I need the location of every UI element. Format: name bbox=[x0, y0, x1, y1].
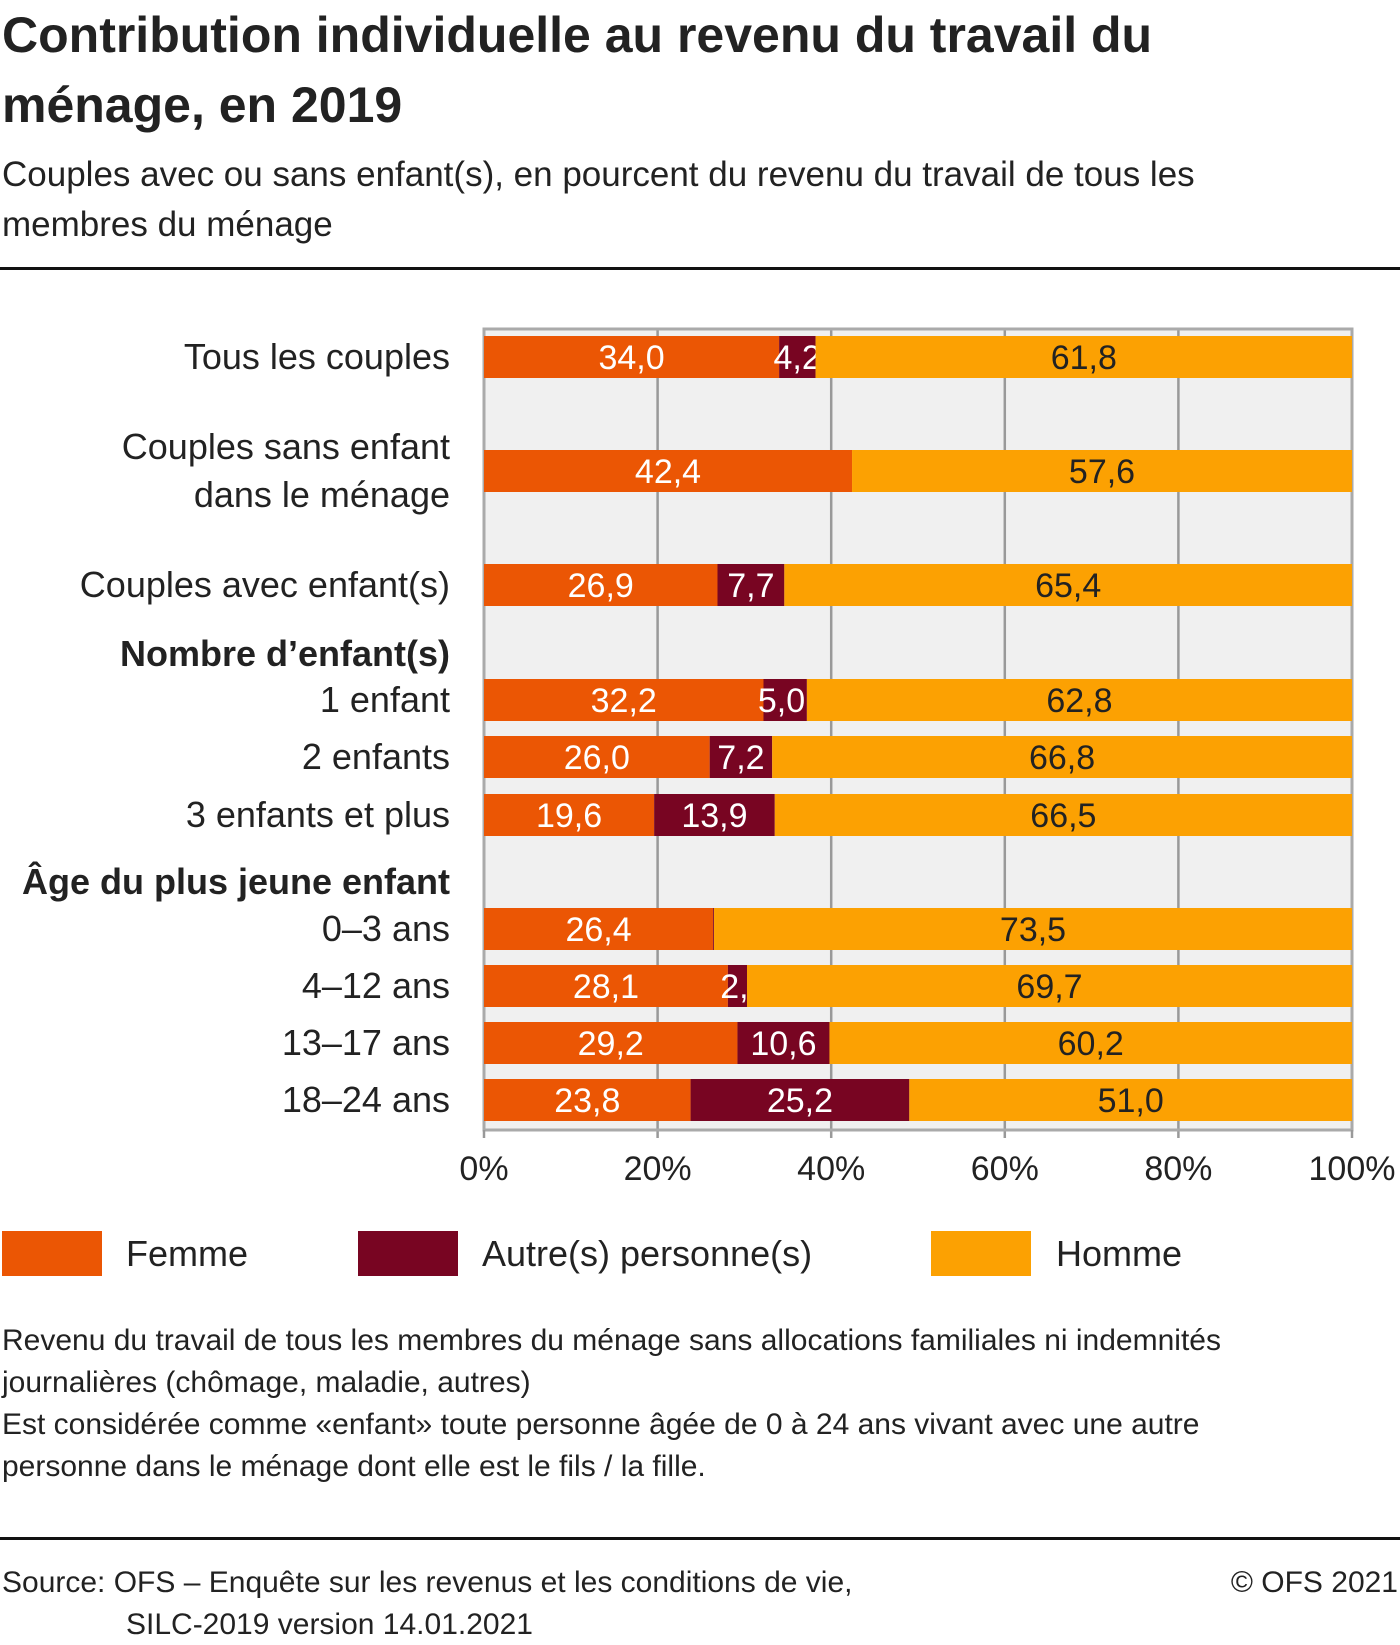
bar-segment bbox=[484, 564, 718, 606]
x-tick-label: 80% bbox=[1144, 1150, 1213, 1188]
data-label: 29,2 bbox=[578, 1025, 644, 1063]
footer-divider bbox=[0, 1537, 1400, 1540]
bar-segment bbox=[747, 965, 1352, 1007]
bar-segment bbox=[737, 1022, 830, 1064]
category-label: 1 enfant bbox=[319, 679, 450, 720]
source-line: Source: OFS – Enquête sur les revenus et… bbox=[2, 1566, 853, 1599]
x-tick-label: 40% bbox=[797, 1150, 866, 1188]
data-label: 57,6 bbox=[1069, 453, 1135, 491]
bar-segment bbox=[763, 679, 807, 721]
bar-segment bbox=[484, 908, 714, 950]
data-label: 26,9 bbox=[568, 567, 634, 605]
bar-segment bbox=[717, 564, 785, 606]
category-label: Couples sans enfant dans le ménage bbox=[121, 426, 450, 515]
data-label: 23,8 bbox=[554, 1082, 620, 1120]
bar-segment bbox=[806, 679, 1352, 721]
note-line: Revenu du travail de tous les membres du… bbox=[2, 1324, 1221, 1357]
legend-swatch-homme bbox=[931, 1231, 1031, 1276]
data-label: 7,2 bbox=[717, 739, 764, 777]
data-label: 60,2 bbox=[1058, 1025, 1124, 1063]
bar-segment bbox=[727, 965, 748, 1007]
bar-segment bbox=[484, 336, 780, 378]
category-label: 2 enfants bbox=[301, 736, 450, 777]
bar-segment bbox=[709, 736, 773, 778]
data-label: 34,0 bbox=[598, 339, 664, 377]
copyright: © OFS 2021 bbox=[1230, 1566, 1398, 1599]
note-line: Est considérée comme «enfant» toute pers… bbox=[2, 1408, 1200, 1441]
bar-segment bbox=[713, 908, 715, 950]
bar-segment bbox=[484, 1079, 691, 1121]
legend-label-autres: Autre(s) personne(s) bbox=[482, 1233, 813, 1274]
bar-segment bbox=[774, 794, 1352, 836]
plot-frame bbox=[482, 327, 1354, 1132]
chart-subtitle: Couples avec ou sans enfant(s), en pourc… bbox=[2, 155, 1195, 244]
data-label: 25,2 bbox=[767, 1082, 833, 1120]
bar-segment bbox=[654, 794, 775, 836]
bar-segment bbox=[484, 794, 655, 836]
legend-label-homme: Homme bbox=[1056, 1233, 1183, 1274]
bar-segment bbox=[484, 450, 853, 492]
data-label: 51,0 bbox=[1098, 1082, 1164, 1120]
bar-segment bbox=[484, 679, 764, 721]
chart-title: Contribution individuelle au revenu du t… bbox=[2, 7, 1153, 133]
bar-segment bbox=[714, 908, 1352, 950]
data-label: 66,8 bbox=[1029, 739, 1095, 777]
x-tick-label: 60% bbox=[970, 1150, 1039, 1188]
bar-segment bbox=[784, 564, 1352, 606]
plot-background bbox=[484, 329, 1352, 1130]
data-label: 69,7 bbox=[1016, 968, 1082, 1006]
data-label: 5,0 bbox=[758, 682, 805, 720]
data-label: 61,8 bbox=[1051, 339, 1117, 377]
bar-segment bbox=[484, 1022, 738, 1064]
data-label: 66,5 bbox=[1030, 797, 1096, 835]
category-label: 3 enfants et plus bbox=[185, 794, 450, 835]
data-label: 26,0 bbox=[564, 739, 630, 777]
data-label: 10,6 bbox=[750, 1025, 816, 1063]
bar-segment bbox=[772, 736, 1352, 778]
data-label: 32,2 bbox=[591, 682, 657, 720]
data-label: 28,1 bbox=[573, 968, 639, 1006]
category-label: 0–3 ans bbox=[321, 908, 450, 949]
data-label: 7,7 bbox=[727, 567, 774, 605]
bar-segment bbox=[852, 450, 1352, 492]
data-label: 26,4 bbox=[565, 911, 631, 949]
x-tick-label: 0% bbox=[459, 1150, 509, 1188]
bar-segment bbox=[829, 1022, 1352, 1064]
legend-label-femme: Femme bbox=[126, 1233, 249, 1274]
data-label: 4,2 bbox=[773, 339, 820, 377]
bar-segment bbox=[484, 736, 710, 778]
data-label: 62,8 bbox=[1046, 682, 1112, 720]
category-label: Couples avec enfant(s) bbox=[79, 564, 450, 605]
legend-swatch-femme bbox=[2, 1231, 102, 1276]
category-label: 4–12 ans bbox=[301, 965, 450, 1006]
data-label: 13,9 bbox=[681, 797, 747, 835]
data-label: 19,6 bbox=[536, 797, 602, 835]
category-label: 13–17 ans bbox=[281, 1022, 450, 1063]
note-line: journalières (chômage, maladie, autres) bbox=[2, 1366, 531, 1399]
category-label: Tous les couples bbox=[183, 336, 450, 377]
bar-segment bbox=[909, 1079, 1352, 1121]
header-divider bbox=[0, 267, 1400, 270]
category-label: 18–24 ans bbox=[281, 1079, 450, 1120]
data-label: 42,4 bbox=[635, 453, 701, 491]
legend-swatch-autres bbox=[358, 1231, 458, 1276]
note-line: personne dans le ménage dont elle est le… bbox=[2, 1450, 706, 1483]
group-header: Âge du plus jeune enfant bbox=[21, 861, 450, 902]
x-tick-label: 20% bbox=[623, 1150, 692, 1188]
x-tick-label: 100% bbox=[1308, 1150, 1396, 1188]
source-line: SILC-2019 version 14.01.2021 bbox=[126, 1608, 533, 1641]
bar-segment bbox=[779, 336, 816, 378]
bar-segment bbox=[815, 336, 1352, 378]
bar-segment bbox=[690, 1079, 910, 1121]
group-header: Nombre d’enfant(s) bbox=[119, 633, 450, 674]
bar-segment bbox=[484, 965, 728, 1007]
data-label: 65,4 bbox=[1035, 567, 1101, 605]
data-label: 73,5 bbox=[1000, 911, 1066, 949]
